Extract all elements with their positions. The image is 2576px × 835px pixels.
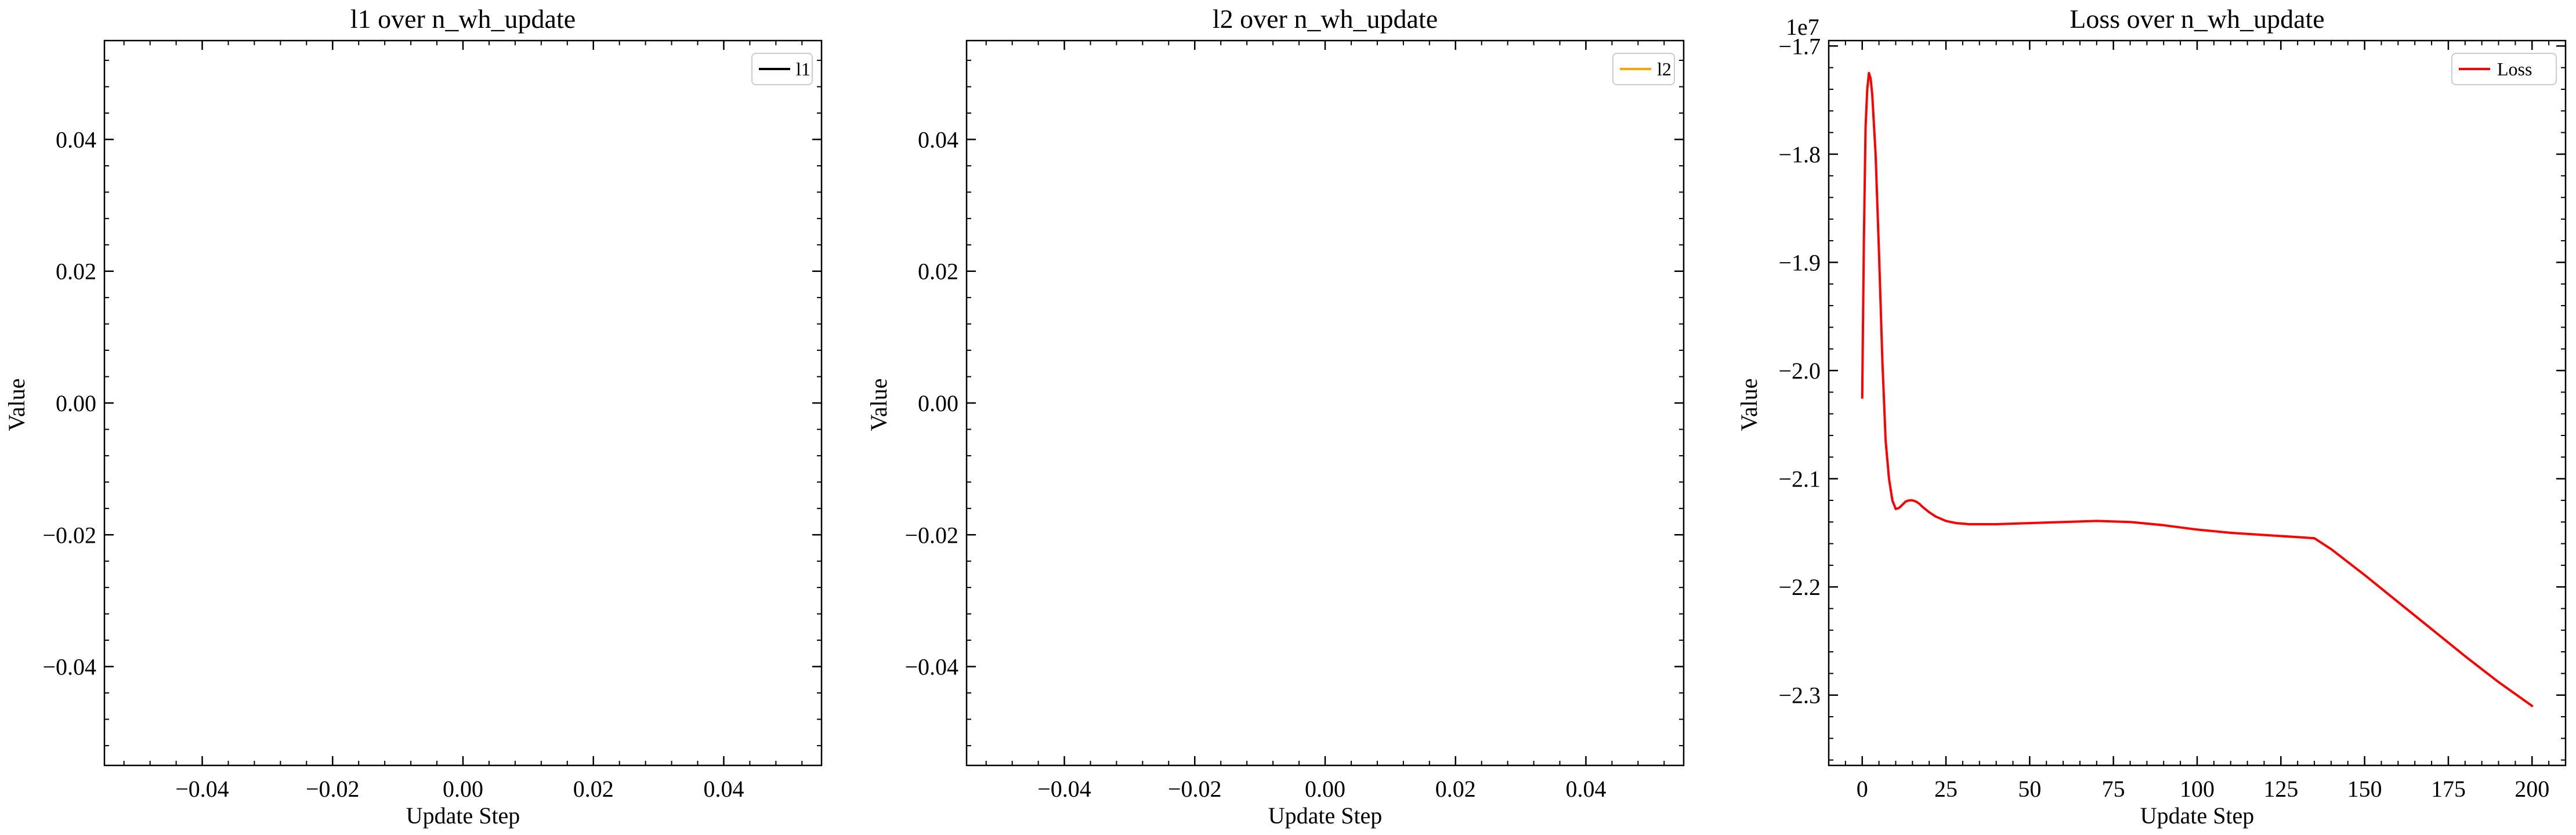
l1-y-tick-label: −0.02	[42, 522, 96, 548]
loss-title: Loss over n_wh_update	[2070, 4, 2324, 34]
l1-y-tick-label: 0.02	[56, 259, 96, 285]
loss-legend-box	[2451, 53, 2557, 85]
l1-xlabel: Update Step	[406, 803, 520, 829]
l2-y-tick-label: −0.02	[905, 522, 958, 548]
loss-xlabel: Update Step	[2140, 803, 2255, 829]
l2-x-tick-label: −0.02	[1168, 776, 1222, 802]
loss-yticks: −2.3 −2.2 −2.1 −2.0 −1.9 −1.8 −1.7	[1778, 33, 2566, 761]
l1-y-tick-label: 0.04	[56, 126, 96, 153]
loss-x-tick-label: 0	[1857, 776, 1868, 802]
loss-x-tick-label: 200	[2515, 776, 2549, 802]
l1-axes-frame	[103, 39, 823, 767]
loss-x-tick-label: 125	[2263, 776, 2298, 802]
loss-series	[1861, 72, 2534, 707]
l1-xticks: −0.04 −0.02 0.00 0.02 0.04	[123, 41, 803, 802]
loss-x-tick-label: 100	[2180, 776, 2215, 802]
loss-x-tick-label: 175	[2431, 776, 2466, 802]
l2-y-tick-label: 0.04	[918, 126, 958, 153]
l2-yticks: −0.04 −0.02 0.00 0.02 0.04	[905, 60, 1684, 746]
loss-ylabel: Value	[1736, 378, 1762, 431]
loss-panel: Loss over n_wh_update 1e7 Update Step Va…	[1736, 4, 2567, 829]
l1-x-tick-label: 0.00	[443, 776, 483, 802]
loss-offset-text: 1e7	[1786, 14, 1819, 40]
l1-yticks: −0.04 −0.02 0.00 0.02 0.04	[42, 60, 822, 746]
l2-y-tick-label: 0.00	[918, 390, 958, 416]
loss-y-tick-label: −1.8	[1778, 141, 1821, 168]
l2-ylabel: Value	[866, 378, 892, 431]
l1-x-tick-label: 0.02	[573, 776, 614, 802]
l2-xticks: −0.04 −0.02 0.00 0.02 0.04	[985, 41, 1665, 802]
l2-panel: l2 over n_wh_update Update Step Value −0…	[866, 4, 1685, 829]
loss-xticks: 0 25 50 75 100 125 150 175 200	[1828, 41, 2566, 802]
l1-title: l1 over n_wh_update	[350, 4, 576, 34]
loss-y-tick-label: −2.3	[1778, 682, 1821, 709]
loss-legend: Loss	[2451, 53, 2557, 85]
l2-axes-frame	[965, 39, 1685, 767]
loss-x-tick-label: 75	[2102, 776, 2125, 802]
l2-y-tick-label: −0.04	[905, 654, 958, 680]
l2-x-tick-label: 0.02	[1435, 776, 1476, 802]
l2-x-tick-label: 0.04	[1565, 776, 1606, 802]
l1-y-tick-label: −0.04	[42, 654, 96, 680]
l1-x-tick-label: 0.04	[703, 776, 744, 802]
loss-x-tick-label: 150	[2347, 776, 2382, 802]
l1-x-tick-label: −0.02	[306, 776, 360, 802]
l1-panel: l1 over n_wh_update Update Step Value −0…	[3, 4, 823, 829]
l2-y-tick-label: 0.02	[918, 259, 958, 285]
l2-legend-label: l2	[1657, 59, 1671, 79]
l2-x-tick-label: −0.04	[1037, 776, 1091, 802]
loss-x-tick-label: 50	[2018, 776, 2041, 802]
loss-y-tick-label: −2.2	[1778, 574, 1821, 600]
loss-y-tick-label: −2.1	[1778, 466, 1821, 492]
l2-legend: l2	[1612, 53, 1675, 85]
l2-x-tick-label: 0.00	[1305, 776, 1345, 802]
loss-series-line	[1861, 72, 2534, 707]
l1-x-tick-label: −0.04	[175, 776, 229, 802]
loss-y-tick-label: −1.9	[1778, 249, 1821, 275]
l1-legend: l1	[751, 53, 813, 85]
loss-y-tick-label: −1.7	[1778, 33, 1821, 59]
l1-y-tick-label: 0.00	[56, 390, 96, 416]
l1-legend-label: l1	[796, 59, 811, 79]
l2-xlabel: Update Step	[1268, 803, 1383, 829]
l2-title: l2 over n_wh_update	[1213, 4, 1438, 34]
l1-ylabel: Value	[3, 378, 30, 431]
loss-axes-frame	[1828, 39, 2567, 767]
loss-y-tick-label: −2.0	[1778, 358, 1821, 384]
loss-legend-label: Loss	[2497, 59, 2532, 79]
loss-x-tick-label: 25	[1934, 776, 1958, 802]
